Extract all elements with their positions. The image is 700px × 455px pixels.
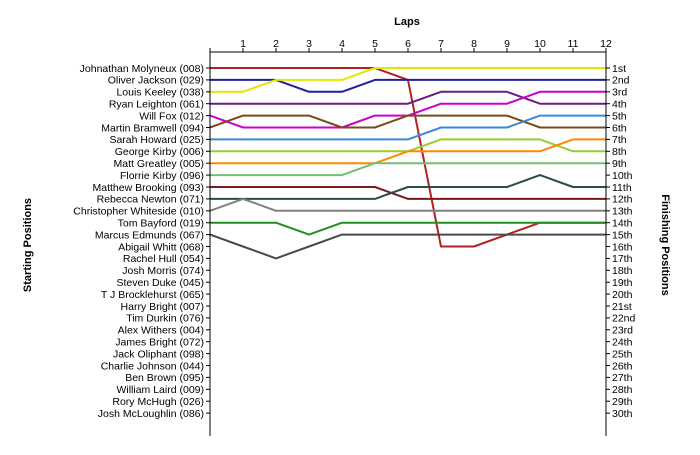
finishing-position-label: 27th bbox=[612, 372, 633, 384]
lap-label: 5 bbox=[372, 38, 378, 50]
starting-position-label: Florrie Kirby (096) bbox=[120, 170, 204, 182]
lap-label: 10 bbox=[534, 38, 546, 50]
starting-position-label: Ben Brown (095) bbox=[125, 372, 204, 384]
finishing-position-label: 14th bbox=[612, 218, 633, 230]
finishing-position-label: 16th bbox=[612, 241, 633, 253]
lap-label: 12 bbox=[600, 38, 612, 50]
finishing-position-label: 9th bbox=[612, 158, 627, 170]
series-line bbox=[210, 186, 606, 200]
starting-position-label: T J Brocklehurst (065) bbox=[101, 289, 204, 301]
starting-position-label: Martin Bramwell (094) bbox=[101, 122, 204, 134]
finishing-position-label: 28th bbox=[612, 384, 633, 396]
starting-position-label: Ryan Leighton (061) bbox=[109, 99, 204, 111]
series-line bbox=[210, 162, 606, 177]
finishing-position-label: 25th bbox=[612, 348, 633, 360]
finishing-position-label: 23rd bbox=[612, 325, 633, 337]
finishing-position-label: 21st bbox=[612, 301, 632, 313]
starting-position-label: Rebecca Newton (071) bbox=[97, 194, 204, 206]
lap-label: 1 bbox=[240, 38, 246, 50]
starting-position-label: Louis Keeley (038) bbox=[116, 87, 204, 99]
starting-position-label: Marcus Edmunds (067) bbox=[95, 229, 204, 241]
finishing-position-label: 24th bbox=[612, 337, 633, 349]
finishing-position-label: 7th bbox=[612, 134, 627, 146]
starting-position-label: James Bright (072) bbox=[115, 337, 204, 349]
starting-position-label: Tim Durkin (076) bbox=[126, 313, 204, 325]
starting-position-label: Will Fox (012) bbox=[139, 110, 204, 122]
series-line bbox=[210, 221, 606, 236]
finishing-position-label: 1st bbox=[612, 63, 626, 75]
starting-position-label: Josh McLoughlin (086) bbox=[98, 408, 204, 420]
finishing-position-label: 2nd bbox=[612, 75, 630, 87]
starting-position-label: William Laird (009) bbox=[116, 384, 204, 396]
finishing-position-label: 12th bbox=[612, 194, 633, 206]
starting-position-label: Steven Duke (045) bbox=[116, 277, 204, 289]
lap-label: 11 bbox=[568, 38, 579, 50]
lap-label: 9 bbox=[504, 38, 510, 50]
starting-position-label: Tom Bayford (019) bbox=[118, 218, 204, 230]
x-axis-title: Laps bbox=[394, 16, 420, 28]
starting-position-label: George Kirby (006) bbox=[115, 146, 204, 158]
finishing-position-label: 13th bbox=[612, 206, 633, 218]
series-line bbox=[210, 174, 606, 200]
starting-position-label: Abigail Whitt (068) bbox=[118, 241, 204, 253]
lap-label: 8 bbox=[471, 38, 477, 50]
finishing-position-label: 8th bbox=[612, 146, 627, 158]
finishing-position-label: 15th bbox=[612, 229, 633, 241]
finishing-position-label: 18th bbox=[612, 265, 633, 277]
series-line bbox=[209, 114, 606, 129]
lap-label: 3 bbox=[306, 38, 312, 50]
lap-label: 2 bbox=[273, 38, 279, 50]
starting-position-label: Johnathan Molyneux (008) bbox=[80, 63, 204, 75]
series-line bbox=[210, 67, 606, 248]
finishing-position-label: 10th bbox=[612, 170, 633, 182]
finishing-position-label: 20th bbox=[612, 289, 633, 301]
starting-position-label: Rory McHugh (026) bbox=[112, 396, 204, 408]
starting-position-label: Sarah Howard (025) bbox=[109, 134, 204, 146]
starting-position-label: Christopher Whiteside (010) bbox=[73, 206, 204, 218]
finishing-position-label: 22nd bbox=[612, 313, 636, 325]
series-line bbox=[209, 197, 606, 212]
series-lines bbox=[209, 67, 606, 260]
finishing-position-label: 4th bbox=[612, 99, 627, 111]
starting-position-label: Matt Greatley (005) bbox=[114, 158, 204, 170]
finishing-position-label: 6th bbox=[612, 122, 627, 134]
starting-position-label: Rachel Hull (054) bbox=[123, 253, 204, 265]
series-line bbox=[210, 114, 606, 141]
series-line bbox=[209, 90, 606, 129]
starting-position-label: Harry Bright (007) bbox=[121, 301, 204, 313]
starting-position-label: Oliver Jackson (029) bbox=[108, 75, 204, 87]
series-line bbox=[210, 67, 606, 93]
series-line bbox=[210, 90, 606, 105]
starting-position-label: Alex Withers (004) bbox=[118, 325, 204, 337]
starting-position-label: Charlie Johnson (044) bbox=[101, 360, 204, 372]
finishing-position-label: 30th bbox=[612, 408, 633, 420]
axes bbox=[206, 48, 610, 436]
lap-label: 7 bbox=[438, 38, 444, 50]
series-line bbox=[210, 138, 606, 165]
finishing-position-label: 17th bbox=[612, 253, 633, 265]
finishing-position-label: 19th bbox=[612, 277, 633, 289]
lap-label: 6 bbox=[405, 38, 411, 50]
starting-position-label: Josh Morris (074) bbox=[122, 265, 204, 277]
finishing-position-label: 29th bbox=[612, 396, 633, 408]
starting-position-label: Matthew Brooking (093) bbox=[93, 182, 204, 194]
finishing-position-label: 11th bbox=[612, 182, 632, 194]
finishing-position-label: 5th bbox=[612, 110, 627, 122]
y-axis-title: Starting Positions bbox=[22, 198, 34, 292]
finishing-position-label: 26th bbox=[612, 360, 633, 372]
starting-position-label: Jack Oliphant (098) bbox=[113, 348, 204, 360]
y2-axis-title: Finishing Positions bbox=[659, 194, 671, 295]
lap-label: 4 bbox=[339, 38, 345, 50]
finishing-position-label: 3rd bbox=[612, 87, 627, 99]
series-line bbox=[209, 233, 606, 260]
